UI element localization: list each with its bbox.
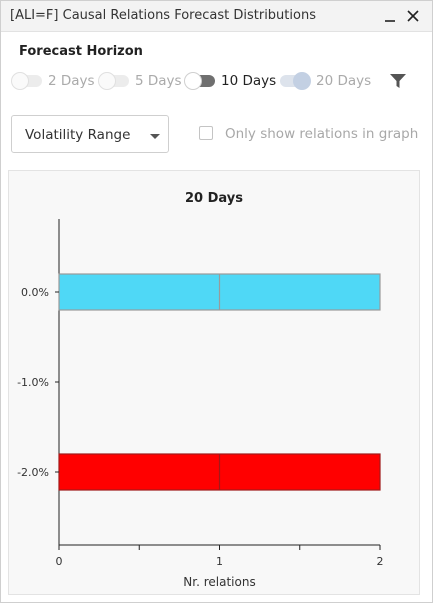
minimize-button[interactable]	[379, 5, 401, 27]
toggle-knob	[98, 72, 116, 90]
toggle-label-10-days: 10 Days	[221, 73, 277, 89]
chart-title: 20 Days	[185, 191, 243, 206]
x-tick-label-0: 0	[56, 555, 63, 568]
toggle-10-days[interactable]: 10 Days	[184, 71, 277, 91]
chart-panel: 20 Days 0.0% -1.0% -2.0% 0 1 2 Nr. relations	[8, 170, 420, 595]
toggle-knob	[184, 72, 202, 90]
caret-down-icon	[150, 134, 160, 139]
forecast-horizon-label: Forecast Horizon	[19, 44, 143, 59]
toggle-label-20-days: 20 Days	[316, 73, 372, 89]
toggle-track	[280, 72, 311, 90]
filter-icon	[390, 74, 406, 88]
minimize-icon	[385, 20, 395, 22]
close-icon	[407, 10, 419, 22]
toggle-knob	[11, 72, 29, 90]
select-value: Volatility Range	[25, 127, 131, 143]
toggle-knob	[293, 72, 311, 90]
y-tick-label-0: 0.0%	[21, 286, 49, 299]
only-show-relations-label: Only show relations in graph	[225, 126, 419, 142]
toggle-5-days[interactable]: 5 Days	[98, 71, 182, 91]
window-title: [ALI=F] Causal Relations Forecast Distri…	[10, 8, 316, 23]
toggle-track	[11, 72, 42, 90]
y-tick-label-2: -2.0%	[17, 466, 49, 479]
distribution-chart: 20 Days 0.0% -1.0% -2.0% 0 1 2 Nr. relations	[17, 191, 384, 589]
filter-button[interactable]	[388, 71, 408, 91]
close-button[interactable]	[402, 5, 424, 27]
toggle-track	[184, 72, 215, 90]
x-axis-label: Nr. relations	[183, 575, 255, 589]
volatility-range-select[interactable]: Volatility Range	[11, 115, 169, 153]
toggle-20-days[interactable]: 20 Days	[280, 71, 371, 91]
only-show-relations-checkbox[interactable]	[199, 126, 213, 140]
x-tick-label-2: 2	[377, 555, 384, 568]
y-tick-label-1: -1.0%	[17, 376, 49, 389]
title-bar: [ALI=F] Causal Relations Forecast Distri…	[1, 1, 432, 32]
toggle-label-5-days: 5 Days	[135, 73, 182, 89]
toggle-label-2-days: 2 Days	[48, 73, 95, 89]
x-tick-label-1: 1	[216, 555, 223, 568]
toggle-track	[98, 72, 129, 90]
toggle-2-days[interactable]: 2 Days	[11, 71, 95, 91]
